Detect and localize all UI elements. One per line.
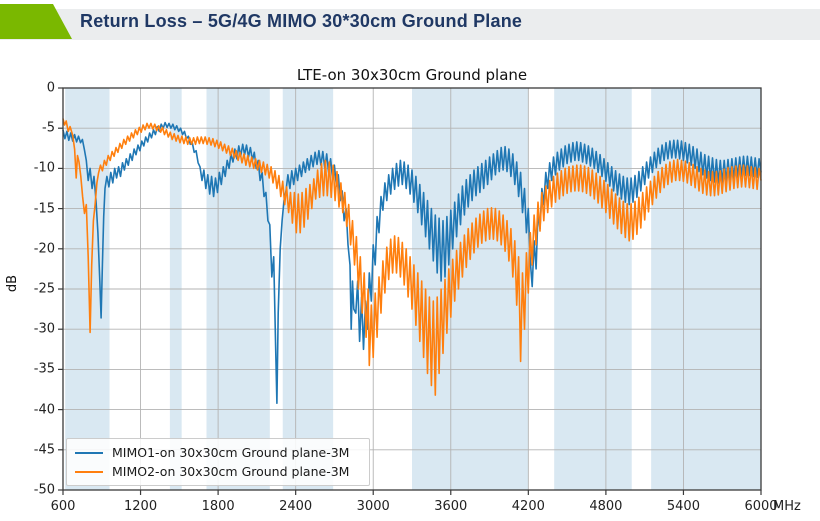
y-tick-label: -10	[33, 160, 55, 176]
y-tick-label: -35	[33, 361, 55, 377]
y-tick-label: -40	[33, 402, 55, 418]
legend-line-sample-orange	[75, 470, 103, 473]
y-tick-label: 0	[46, 80, 55, 96]
series-line-2	[62, 118, 762, 396]
legend-line-sample-blue	[75, 451, 103, 454]
y-tick-label: -50	[33, 482, 55, 498]
header-bar	[0, 9, 820, 40]
y-tick-label: -5	[42, 120, 55, 136]
page-title: Return Loss – 5G/4G MIMO 30*30cm Ground …	[80, 11, 523, 31]
y-tick-label: -45	[33, 442, 55, 458]
x-tick-label: 4200	[511, 499, 545, 514]
chart-title: LTE-on 30x30cm Ground plane	[296, 66, 528, 84]
header-accent-slant	[53, 4, 72, 39]
x-tick-label: 3000	[356, 499, 390, 514]
legend-item-mimo2: MIMO2-on 30x30cm Ground plane-3M	[75, 462, 361, 481]
header-accent-shape	[0, 4, 53, 39]
legend-label: MIMO1-on 30x30cm Ground plane-3M	[112, 445, 350, 460]
series-line-1	[62, 121, 762, 405]
x-tick-label: 2400	[279, 499, 313, 514]
legend: MIMO1-on 30x30cm Ground plane-3M MIMO2-o…	[66, 438, 370, 486]
y-tick-label: -20	[33, 241, 55, 257]
y-tick-label: -30	[33, 321, 55, 337]
x-tick-label: 1200	[124, 499, 158, 514]
x-tick-label: 600	[50, 499, 76, 514]
x-tick-label: 1800	[201, 499, 235, 514]
y-tick-label: -15	[33, 201, 55, 217]
x-tick-label: 3600	[434, 499, 468, 514]
legend-item-mimo1: MIMO1-on 30x30cm Ground plane-3M	[75, 443, 361, 462]
x-tick-label: 6000	[744, 499, 778, 514]
x-tick-label: 5400	[666, 499, 700, 514]
x-tick-label: 4800	[589, 499, 623, 514]
x-axis-unit: MHz	[773, 499, 801, 514]
y-tick-label: -25	[33, 281, 55, 297]
legend-label: MIMO2-on 30x30cm Ground plane-3M	[112, 464, 350, 479]
